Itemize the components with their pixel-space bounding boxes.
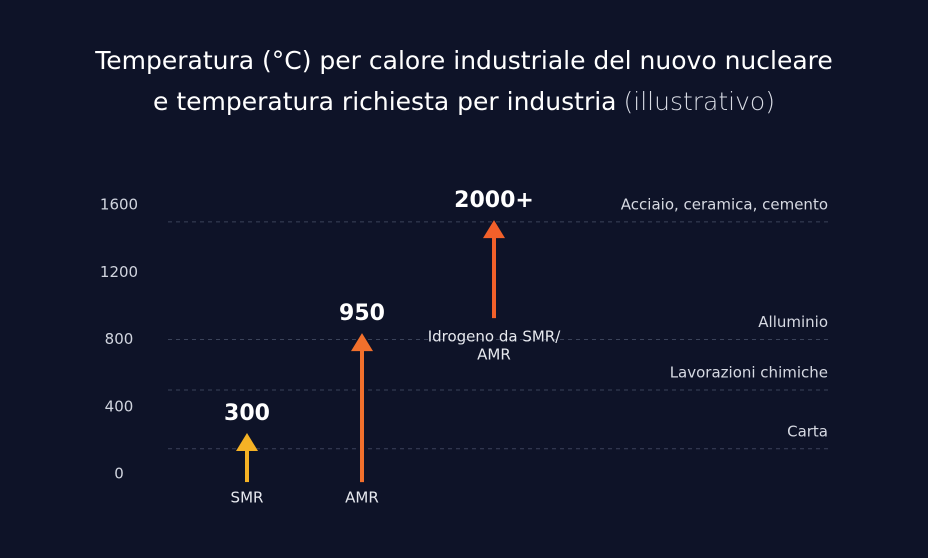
- arrow: [483, 220, 505, 319]
- reference-label: Lavorazioni chimiche: [670, 363, 828, 381]
- reference-label: Alluminio: [758, 313, 828, 331]
- arrow: [236, 432, 258, 483]
- chart-subtitle: (illustrativo): [624, 87, 775, 116]
- reference-label: Carta: [787, 422, 828, 440]
- category-label: AMR: [345, 489, 379, 507]
- value-label: 950: [339, 301, 385, 326]
- category-label: SMR: [231, 489, 264, 507]
- arrow-head: [351, 333, 373, 352]
- y-tick-label: 1600: [100, 196, 138, 214]
- arrow-head: [483, 220, 505, 239]
- reference-label: Acciaio, ceramica, cemento: [621, 195, 828, 213]
- chart-title: Temperatura (°C) per calore industriale …: [94, 46, 833, 75]
- arrow-head: [236, 432, 258, 451]
- y-tick-label: 0: [114, 465, 124, 483]
- chart-title-part: e temperatura richiesta per industria: [153, 87, 617, 116]
- y-tick-label: 800: [105, 330, 134, 348]
- y-tick-label: 1200: [100, 263, 138, 281]
- chart-title-line: e temperatura richiesta per industria (il…: [153, 87, 775, 116]
- arrow: [351, 333, 373, 483]
- value-label: 300: [224, 401, 270, 426]
- category-label: AMR: [477, 346, 511, 364]
- value-label: 2000+: [454, 188, 534, 213]
- category-label: Idrogeno da SMR/: [428, 328, 562, 346]
- y-tick-label: 400: [105, 397, 134, 415]
